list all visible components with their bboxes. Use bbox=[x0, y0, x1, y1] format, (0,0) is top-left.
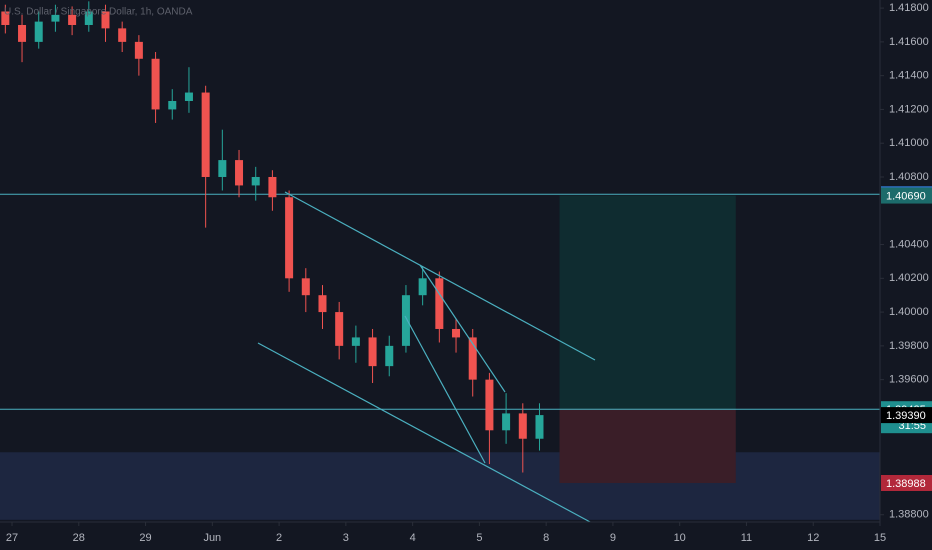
candle-body bbox=[285, 197, 294, 279]
candle-body bbox=[18, 24, 27, 42]
price-label: 1.40690 bbox=[886, 190, 926, 202]
price-label: 1.39390 bbox=[886, 410, 926, 422]
y-tick-label: 1.41000 bbox=[889, 137, 929, 149]
x-tick-label: 8 bbox=[543, 532, 549, 544]
price-label: 1.38988 bbox=[886, 478, 926, 490]
x-tick-label: 9 bbox=[610, 532, 616, 544]
candle-body bbox=[118, 28, 127, 42]
candle-body bbox=[134, 41, 143, 59]
candle-body bbox=[201, 92, 210, 177]
y-tick-label: 1.39600 bbox=[889, 374, 929, 386]
candle-body bbox=[251, 176, 260, 186]
y-tick-label: 1.40000 bbox=[889, 306, 929, 318]
price-axis bbox=[880, 0, 932, 550]
candle-body bbox=[151, 58, 160, 110]
candle-body bbox=[351, 337, 360, 346]
y-tick-label: 1.41600 bbox=[889, 36, 929, 48]
support-zone bbox=[0, 452, 880, 520]
candle-body bbox=[235, 160, 244, 186]
y-tick-label: 1.40800 bbox=[889, 171, 929, 183]
price-label-bg bbox=[881, 187, 932, 204]
candle-body bbox=[535, 415, 544, 439]
chart-title: U.S. Dollar / Singapore Dollar, 1h, OAND… bbox=[4, 7, 193, 18]
price-label-bg bbox=[881, 474, 932, 491]
x-tick-label: 3 bbox=[343, 532, 349, 544]
candle-body bbox=[468, 337, 477, 380]
trendline bbox=[419, 264, 506, 393]
candle-body bbox=[502, 413, 511, 431]
candle-body bbox=[84, 11, 93, 25]
candle-body bbox=[318, 295, 327, 313]
x-tick-label: Jun bbox=[203, 532, 221, 544]
candle-body bbox=[301, 278, 310, 296]
x-tick-label: 15 bbox=[874, 532, 886, 544]
candle-body bbox=[518, 413, 527, 439]
candle-body bbox=[184, 92, 193, 101]
candle-body bbox=[368, 337, 377, 367]
candle-body bbox=[485, 379, 494, 431]
x-tick-label: 2 bbox=[276, 532, 282, 544]
trendline bbox=[404, 315, 486, 464]
candle-body bbox=[335, 312, 344, 346]
candle-body bbox=[68, 14, 77, 25]
candle-body bbox=[268, 176, 277, 198]
candle-body bbox=[452, 328, 461, 338]
x-tick-label: 28 bbox=[73, 532, 85, 544]
y-tick-label: 1.40200 bbox=[889, 272, 929, 284]
x-tick-label: 5 bbox=[476, 532, 482, 544]
y-tick-label: 1.41200 bbox=[889, 103, 929, 115]
candle-body bbox=[385, 345, 394, 367]
y-tick-label: 1.40400 bbox=[889, 238, 929, 250]
x-tick-label: 10 bbox=[674, 532, 686, 544]
profit-zone bbox=[559, 195, 736, 410]
loss-zone bbox=[559, 409, 736, 483]
y-tick-label: 1.38800 bbox=[889, 509, 929, 521]
x-tick-label: 11 bbox=[741, 532, 752, 544]
candle-body bbox=[401, 295, 410, 346]
trendline bbox=[284, 191, 596, 361]
time-axis bbox=[0, 522, 932, 550]
y-tick-label: 1.39800 bbox=[889, 340, 929, 352]
candle-body bbox=[418, 278, 427, 296]
candle-body bbox=[34, 21, 43, 42]
x-tick-label: 4 bbox=[410, 532, 416, 544]
price-label-bg bbox=[881, 407, 932, 424]
x-tick-label: 12 bbox=[807, 532, 819, 544]
candle-body bbox=[1, 11, 10, 25]
candle-body bbox=[218, 160, 227, 177]
trendlines bbox=[257, 191, 596, 524]
candle-body bbox=[435, 278, 444, 329]
zone-layer bbox=[0, 195, 880, 520]
candle-body bbox=[168, 100, 177, 110]
axes-layer: 1.41800 1.41600 1.41400 1.41200 1.41000 1.408… bbox=[6, 2, 932, 544]
candle-body bbox=[101, 11, 110, 29]
y-tick-label: 1.41800 bbox=[889, 2, 929, 14]
plot-layer bbox=[0, 1, 932, 473]
y-tick-label: 1.41400 bbox=[889, 70, 929, 82]
x-tick-label: 29 bbox=[139, 532, 151, 544]
trendline bbox=[257, 342, 593, 524]
candle-body bbox=[51, 14, 60, 22]
x-tick-label: 27 bbox=[6, 532, 18, 544]
